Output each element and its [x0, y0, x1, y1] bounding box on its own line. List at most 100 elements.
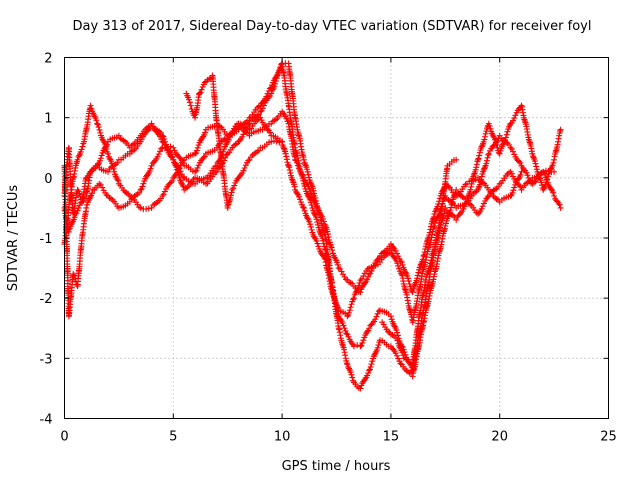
data-point: [405, 278, 412, 285]
data-point: [201, 153, 208, 160]
data-point: [367, 363, 374, 370]
data-point: [313, 216, 320, 223]
data-point: [431, 210, 438, 217]
data-point: [197, 89, 204, 96]
data-point: [139, 183, 146, 190]
data-point: [194, 164, 201, 171]
data-point: [176, 165, 183, 172]
data-point: [276, 139, 283, 146]
data-point: [305, 171, 312, 178]
data-point: [346, 309, 353, 316]
data-point: [286, 167, 293, 174]
data-point: [344, 331, 351, 338]
data-point: [137, 204, 144, 211]
data-point: [96, 126, 103, 133]
y-tick-labels: -4 -3 -2 -1 0 1 2: [40, 52, 53, 428]
data-point: [472, 166, 479, 173]
data-point: [337, 316, 344, 323]
data-point: [359, 339, 366, 346]
data-point: [324, 231, 331, 238]
data-point: [319, 235, 326, 242]
data-point: [234, 123, 241, 130]
data-point: [357, 385, 364, 392]
data-point: [308, 202, 315, 209]
data-point: [297, 199, 304, 206]
data-point: [291, 183, 298, 190]
data-point: [177, 168, 184, 175]
x-tick-label: 5: [169, 430, 177, 445]
data-point: [167, 143, 174, 150]
data-point: [480, 166, 487, 173]
data-points: [61, 60, 564, 392]
series-1: [61, 60, 564, 392]
series-2: [61, 60, 564, 374]
data-point: [97, 155, 104, 162]
data-point: [350, 343, 357, 350]
data-point: [550, 189, 557, 196]
data-point: [236, 173, 243, 180]
data-point: [372, 316, 379, 323]
data-point: [276, 67, 283, 74]
data-point: [347, 304, 354, 311]
data-point: [223, 140, 230, 147]
data-point: [415, 269, 422, 276]
data-point: [312, 200, 319, 207]
data-point: [314, 221, 321, 228]
data-point: [509, 117, 516, 124]
axis-ticks: [64, 57, 609, 419]
data-point: [429, 217, 436, 224]
data-point: [374, 344, 381, 351]
data-point: [193, 167, 200, 174]
data-point: [387, 313, 394, 320]
data-point: [95, 124, 102, 131]
data-point: [259, 99, 266, 106]
data-point: [424, 237, 431, 244]
data-point: [202, 129, 209, 136]
data-point: [349, 374, 356, 381]
data-point: [327, 243, 334, 250]
data-point: [481, 136, 488, 143]
data-point: [397, 360, 404, 367]
data-point: [357, 289, 364, 296]
data-point: [227, 134, 234, 141]
data-point: [424, 270, 431, 277]
data-point: [508, 170, 515, 177]
data-point: [422, 246, 429, 253]
data-point: [556, 201, 563, 208]
data-point: [188, 106, 195, 113]
data-point: [399, 261, 406, 268]
data-point: [179, 160, 186, 167]
x-tick-label: 10: [274, 430, 291, 445]
data-point: [348, 340, 355, 347]
data-point: [307, 223, 314, 230]
data-point: [470, 171, 477, 178]
data-point: [335, 265, 342, 272]
data-point: [393, 250, 400, 257]
data-point: [486, 122, 493, 129]
data-point: [298, 171, 305, 178]
data-point: [137, 186, 144, 193]
data-point: [524, 172, 531, 179]
data-point: [504, 128, 511, 135]
data-point: [442, 220, 449, 227]
data-point: [83, 204, 90, 211]
data-point: [479, 142, 486, 149]
data-point: [105, 150, 112, 157]
data-point: [518, 168, 525, 175]
data-point: [394, 260, 401, 267]
data-point: [426, 232, 433, 239]
data-point: [484, 154, 491, 161]
data-point: [148, 162, 155, 169]
data-point: [283, 153, 290, 160]
data-point: [460, 205, 467, 212]
data-point: [468, 183, 475, 190]
data-point: [478, 205, 485, 212]
y-axis-label: SDTVAR / TECUs: [6, 185, 21, 292]
data-point: [163, 144, 170, 151]
data-point: [421, 249, 428, 256]
data-point: [540, 168, 547, 175]
data-point: [395, 355, 402, 362]
data-point: [157, 148, 164, 155]
data-point: [289, 177, 296, 184]
data-point: [320, 237, 327, 244]
